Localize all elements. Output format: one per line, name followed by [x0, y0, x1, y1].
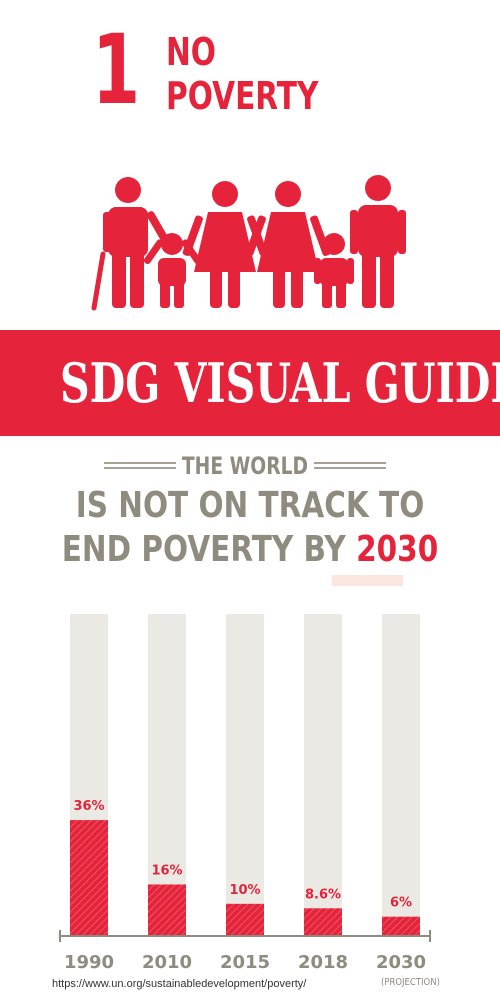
headline-line2: END POVERTY BY 2030: [45, 530, 455, 570]
kicker-rule-right: [314, 462, 386, 469]
bar-track: [382, 614, 420, 936]
family-of-six-icon: [91, 175, 406, 311]
bar: [148, 884, 186, 936]
projection-note: (PROJECTION): [381, 977, 440, 988]
title-banner: SDG VISUAL GUIDE: [0, 330, 500, 436]
year-highlight: [332, 575, 403, 586]
goal-number: 1: [92, 14, 141, 126]
goal-title-line1: NO: [166, 30, 217, 74]
bar-track: [148, 614, 186, 936]
kicker-rule-left: [104, 462, 176, 469]
source-url[interactable]: https://www.un.org/sustainabledevelopmen…: [52, 978, 307, 990]
goal-title-line2: POVERTY: [166, 74, 319, 118]
data-label: 8.6%: [305, 887, 341, 902]
banner-title: SDG VISUAL GUIDE: [60, 351, 500, 415]
headline-year: 2030: [356, 529, 439, 570]
kicker-row: THE WORLD: [100, 452, 390, 482]
data-label: 36%: [73, 799, 104, 814]
x-tick-label: 2018: [298, 952, 348, 972]
x-tick-label: 2015: [220, 952, 270, 972]
headline-line1: IS NOT ON TRACK TO: [75, 485, 425, 526]
headline-line2-prefix: END POVERTY BY: [61, 529, 357, 570]
bar: [226, 903, 264, 936]
bar: [304, 908, 342, 936]
data-label: 6%: [390, 896, 412, 911]
data-label: 10%: [229, 883, 260, 898]
goal-title: NO POVERTY: [166, 30, 318, 118]
poverty-bar-chart: 36% 1990 16% 2010 10% 2015 8.6% 2018 6% 2030: [59, 614, 431, 972]
x-tick-label: 2030: [376, 952, 426, 972]
bar: [382, 916, 420, 936]
data-label: 16%: [151, 863, 182, 878]
x-tick-label: 1990: [64, 952, 114, 972]
kicker-text: THE WORLD: [181, 452, 309, 480]
bar-track: [226, 614, 264, 936]
bar: [70, 820, 108, 936]
x-tick-label: 2010: [142, 952, 192, 972]
bar-track: [304, 614, 342, 936]
